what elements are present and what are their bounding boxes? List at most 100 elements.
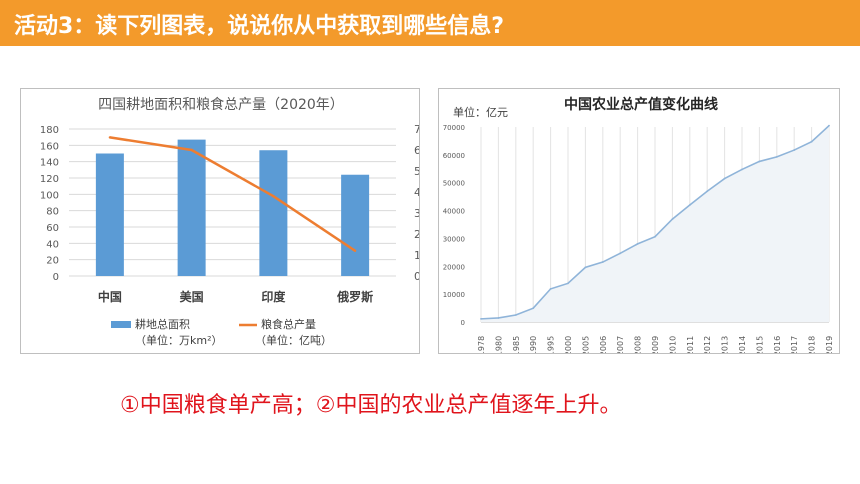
y-tick-label: 10000 bbox=[443, 291, 465, 299]
category-labels: 中国 美国 印度 俄罗斯 bbox=[98, 289, 373, 304]
data-point bbox=[758, 160, 761, 163]
x-tick-label: 2007 bbox=[616, 336, 625, 353]
x-tick-label: 2009 bbox=[651, 336, 660, 353]
line-point bbox=[353, 249, 357, 252]
x-tick-label: 2008 bbox=[634, 336, 643, 353]
data-point bbox=[828, 124, 830, 127]
category-label: 美国 bbox=[180, 289, 204, 304]
line-point bbox=[108, 136, 112, 139]
x-tick-label: 2012 bbox=[703, 336, 712, 353]
conclusion-text: ①中国粮食单产高；②中国的农业总产值逐年上升。 bbox=[120, 393, 622, 418]
data-point bbox=[584, 266, 587, 269]
data-point bbox=[741, 168, 743, 171]
bar bbox=[95, 153, 124, 276]
data-point bbox=[775, 155, 778, 158]
y-tick-label: 20 bbox=[46, 256, 59, 267]
y-tick-label: 100 bbox=[40, 190, 59, 201]
grain-output-line bbox=[109, 136, 356, 252]
title-bar: 活动3：读下列图表，说说你从中获取到哪些信息? bbox=[0, 0, 860, 46]
activity-title: 活动3：读下列图表，说说你从中获取到哪些信息? bbox=[14, 14, 505, 39]
data-point bbox=[810, 140, 813, 143]
y-tick-label: 80 bbox=[46, 207, 59, 218]
data-point bbox=[532, 307, 535, 310]
agri-output-chart: 单位：亿元 中国农业总产值变化曲线 0 10000 20000 30000 40000 5… bbox=[443, 96, 834, 356]
data-point bbox=[688, 204, 691, 206]
data-point bbox=[619, 252, 622, 255]
data-point bbox=[514, 314, 517, 316]
data-point bbox=[567, 282, 569, 285]
x-tick-label: 1985 bbox=[512, 336, 521, 353]
y-tick-label: 20000 bbox=[443, 263, 465, 271]
left-axis-ticks: 0 20 40 60 80 100 120 140 160 180 bbox=[40, 125, 59, 283]
bar-series bbox=[95, 139, 370, 276]
x-tick-label: 1990 bbox=[529, 336, 538, 353]
y2-tick-label: 4 bbox=[414, 186, 419, 199]
chart-title: 四国耕地面积和粮食总产量（2020年） bbox=[98, 96, 344, 113]
x-tick-label: 1978 bbox=[477, 336, 486, 353]
y-tick-label: 40000 bbox=[443, 208, 465, 216]
y-tick-label: 0 bbox=[461, 319, 465, 327]
legend-label-bar: 耕地总面积 bbox=[135, 317, 190, 331]
unit-label: 单位：亿元 bbox=[453, 105, 508, 119]
y-tick-label: 180 bbox=[40, 125, 59, 136]
x-tick-label: 2011 bbox=[686, 336, 695, 353]
data-point bbox=[723, 177, 726, 180]
legend-unit-bar: （单位：万km²） bbox=[135, 333, 223, 347]
y2-tick-label: 0 bbox=[414, 270, 419, 283]
x-tick-label: 2018 bbox=[808, 336, 817, 353]
data-point bbox=[549, 287, 552, 290]
legend-unit-line: （单位：亿吨） bbox=[255, 333, 332, 347]
x-tick-label: 2016 bbox=[773, 336, 782, 353]
right-axis-ticks: 0 1 2 3 4 5 6 7 bbox=[414, 123, 421, 283]
y-axis-ticks: 0 10000 20000 30000 40000 50000 60000 70000 bbox=[443, 124, 465, 327]
y-tick-label: 140 bbox=[40, 158, 59, 169]
agri-output-chart-panel: 单位：亿元 中国农业总产值变化曲线 0 10000 20000 30000 40000 5… bbox=[438, 88, 840, 356]
bar bbox=[341, 174, 370, 276]
x-tick-label: 2019 bbox=[825, 336, 834, 353]
data-point bbox=[480, 317, 482, 320]
farmland-grain-chart-panel: 四国耕地面积和粮食总产量（2020年） 0 20 40 60 80 100 120 140 16… bbox=[20, 88, 421, 354]
farmland-grain-chart: 四国耕地面积和粮食总产量（2020年） 02040608010012014016… bbox=[40, 96, 421, 347]
legend-label-line: 粮食总产量 bbox=[261, 317, 316, 331]
legend: 耕地总面积 （单位：万km²） 粮食总产量 （单位：亿吨） bbox=[111, 317, 332, 347]
y2-tick-label: 1 bbox=[414, 249, 419, 262]
category-label: 俄罗斯 bbox=[336, 289, 373, 304]
category-label: 印度 bbox=[261, 289, 286, 304]
data-point bbox=[601, 261, 604, 263]
y2-tick-label: 2 bbox=[414, 228, 419, 241]
line-series bbox=[108, 136, 357, 252]
data-point bbox=[671, 218, 674, 220]
line-point bbox=[190, 148, 193, 152]
x-tick-label: 2015 bbox=[755, 336, 764, 353]
x-tick-label: 2000 bbox=[564, 336, 573, 353]
x-tick-label: 2006 bbox=[599, 336, 608, 353]
x-tick-label: 2014 bbox=[738, 336, 747, 353]
line-point bbox=[272, 195, 275, 198]
data-point bbox=[636, 242, 639, 245]
y2-tick-label: 7 bbox=[414, 123, 419, 136]
legend-swatch-bar bbox=[111, 321, 131, 328]
data-point bbox=[497, 317, 500, 319]
y-tick-label: 70000 bbox=[443, 124, 465, 132]
y-tick-label: 120 bbox=[40, 174, 59, 185]
x-axis-ticks: 1978 1980 1985 1990 1995 2000 2005 2006 2007 2008… bbox=[477, 336, 834, 356]
x-tick-label: 1995 bbox=[547, 336, 556, 353]
y-tick-label: 30000 bbox=[443, 235, 465, 243]
data-point bbox=[706, 190, 709, 193]
y-tick-label: 50000 bbox=[443, 180, 465, 188]
data-point bbox=[654, 235, 656, 238]
category-label: 中国 bbox=[98, 289, 122, 304]
x-tick-label: 2005 bbox=[581, 336, 590, 353]
y-tick-label: 0 bbox=[53, 272, 59, 283]
area-series bbox=[480, 124, 830, 322]
data-point bbox=[793, 149, 796, 151]
x-tick-label: 2017 bbox=[790, 336, 799, 353]
x-tick-label: 2013 bbox=[721, 336, 730, 353]
bar bbox=[259, 150, 288, 276]
y2-tick-label: 5 bbox=[414, 165, 419, 178]
y2-tick-label: 6 bbox=[414, 144, 419, 157]
y-tick-label: 60000 bbox=[443, 152, 465, 160]
y-tick-label: 40 bbox=[46, 239, 59, 250]
y-tick-label: 160 bbox=[40, 141, 59, 152]
chart-title: 中国农业总产值变化曲线 bbox=[564, 96, 718, 113]
